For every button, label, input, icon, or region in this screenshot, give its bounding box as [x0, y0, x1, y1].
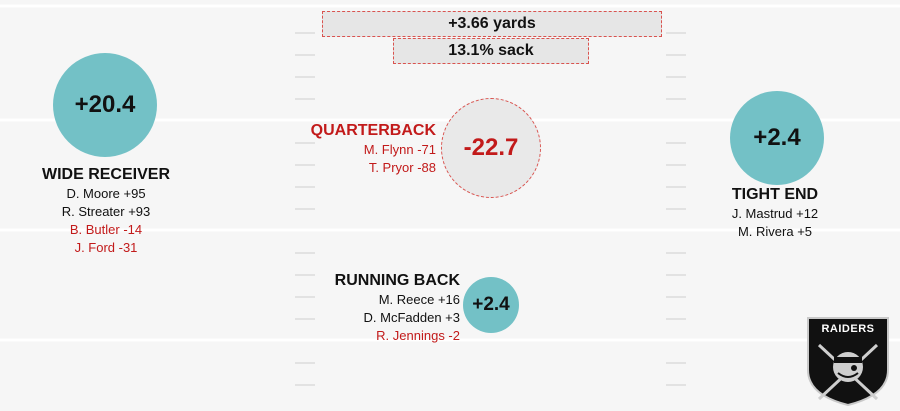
tight-end-score: +2.4: [753, 124, 801, 151]
quarterback-group: QUARTERBACK M. Flynn -71 T. Pryor -88: [290, 122, 436, 177]
wide-receiver-group: WIDE RECEIVER D. Moore +95 R. Streater +…: [26, 166, 186, 257]
player-item: R. Jennings -2: [376, 328, 460, 343]
quarterback-score-circle: -22.7: [441, 98, 541, 198]
quarterback-score: -22.7: [463, 134, 519, 161]
player-item: D. McFadden +3: [363, 310, 460, 325]
running-back-score: +2.4: [472, 294, 510, 315]
wide-receiver-title: WIDE RECEIVER: [41, 166, 170, 183]
raiders-logo-text: RAIDERS: [821, 323, 874, 335]
yards-badge: +3.66 yards: [322, 11, 662, 37]
running-back-score-circle: +2.4: [463, 277, 519, 333]
tight-end-group: TIGHT END J. Mastrud +12 M. Rivera +5: [695, 186, 855, 241]
player-item: M. Reece +16: [378, 292, 460, 307]
player-item: J. Mastrud +12: [731, 206, 819, 221]
quarterback-title: QUARTERBACK: [310, 122, 436, 139]
running-back-title: RUNNING BACK: [334, 272, 460, 289]
tight-end-score-circle: +2.4: [730, 91, 824, 185]
running-back-group: RUNNING BACK M. Reece +16 D. McFadden +3…: [300, 272, 460, 345]
wide-receiver-score: +20.4: [74, 91, 136, 118]
sack-badge: 13.1% sack: [393, 38, 589, 64]
player-item: T. Pryor -88: [368, 160, 436, 175]
tight-end-title: TIGHT END: [731, 186, 819, 203]
player-item: B. Butler -14: [69, 222, 143, 237]
player-item: D. Moore +95: [66, 186, 146, 201]
player-item: M. Flynn -71: [363, 142, 436, 157]
player-item: J. Ford -31: [74, 240, 138, 255]
player-item: R. Streater +93: [61, 204, 151, 219]
player-item: M. Rivera +5: [737, 224, 813, 239]
raiders-logo: RAIDERS: [807, 317, 889, 407]
wide-receiver-score-circle: +20.4: [53, 53, 157, 157]
